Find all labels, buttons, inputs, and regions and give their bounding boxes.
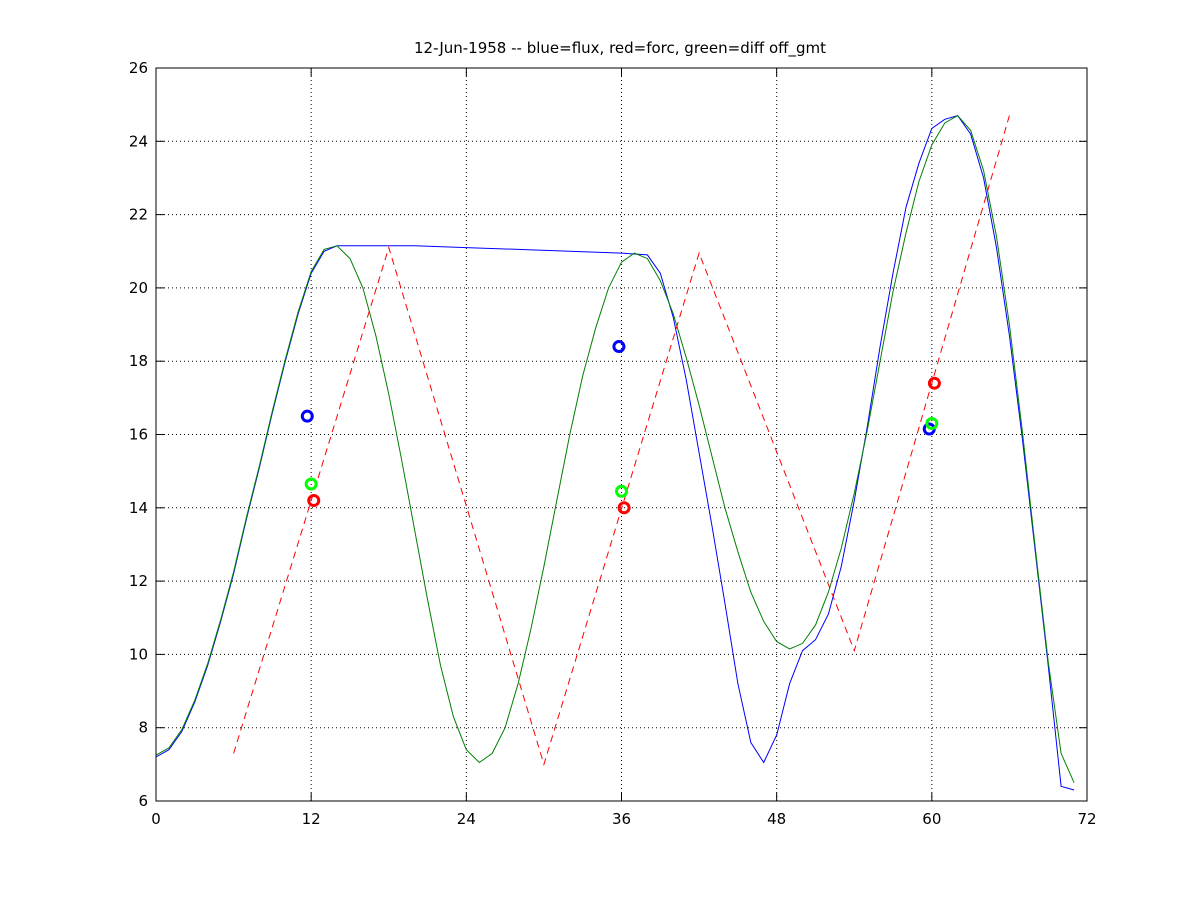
x-tick-label: 72 bbox=[1077, 810, 1096, 828]
y-tick-label: 8 bbox=[138, 719, 148, 737]
data-marker bbox=[925, 417, 939, 431]
data-marker bbox=[612, 340, 626, 354]
x-tick-label: 48 bbox=[767, 810, 786, 828]
x-tick-label: 24 bbox=[457, 810, 476, 828]
y-tick-label: 20 bbox=[129, 279, 148, 297]
y-tick-label: 16 bbox=[129, 426, 148, 444]
data-marker bbox=[304, 477, 318, 491]
marker-layer bbox=[300, 340, 941, 515]
series-line-2 bbox=[233, 115, 1010, 767]
data-marker bbox=[300, 409, 314, 423]
data-marker bbox=[617, 501, 631, 515]
series-line-0 bbox=[155, 115, 1075, 791]
data-marker bbox=[307, 493, 321, 507]
y-tick-label: 26 bbox=[129, 59, 148, 77]
x-tick-label: 36 bbox=[612, 810, 631, 828]
series-layer bbox=[155, 114, 1075, 791]
chart-title: 12-Jun-1958 -- blue=flux, red=forc, gree… bbox=[414, 39, 826, 58]
y-tick-label: 18 bbox=[129, 352, 148, 370]
series-line-1 bbox=[155, 114, 1075, 783]
x-tick-label: 0 bbox=[151, 810, 161, 828]
y-tick-label: 14 bbox=[129, 499, 148, 517]
plot-area-frame bbox=[155, 67, 1088, 802]
y-tick-label: 12 bbox=[129, 572, 148, 590]
data-marker bbox=[927, 376, 941, 390]
axis-ticks: 0 12 24 36 48 60 72 6 8 10 12 14 16 18 20 22 24 26 bbox=[129, 59, 1097, 828]
data-marker bbox=[615, 484, 628, 498]
y-tick-label: 22 bbox=[129, 206, 148, 224]
grid-lines bbox=[156, 68, 1087, 801]
y-tick-label: 24 bbox=[129, 132, 148, 150]
x-tick-label: 12 bbox=[302, 810, 321, 828]
y-tick-label: 6 bbox=[138, 792, 148, 810]
y-tick-label: 10 bbox=[129, 645, 148, 663]
x-tick-label: 60 bbox=[922, 810, 941, 828]
